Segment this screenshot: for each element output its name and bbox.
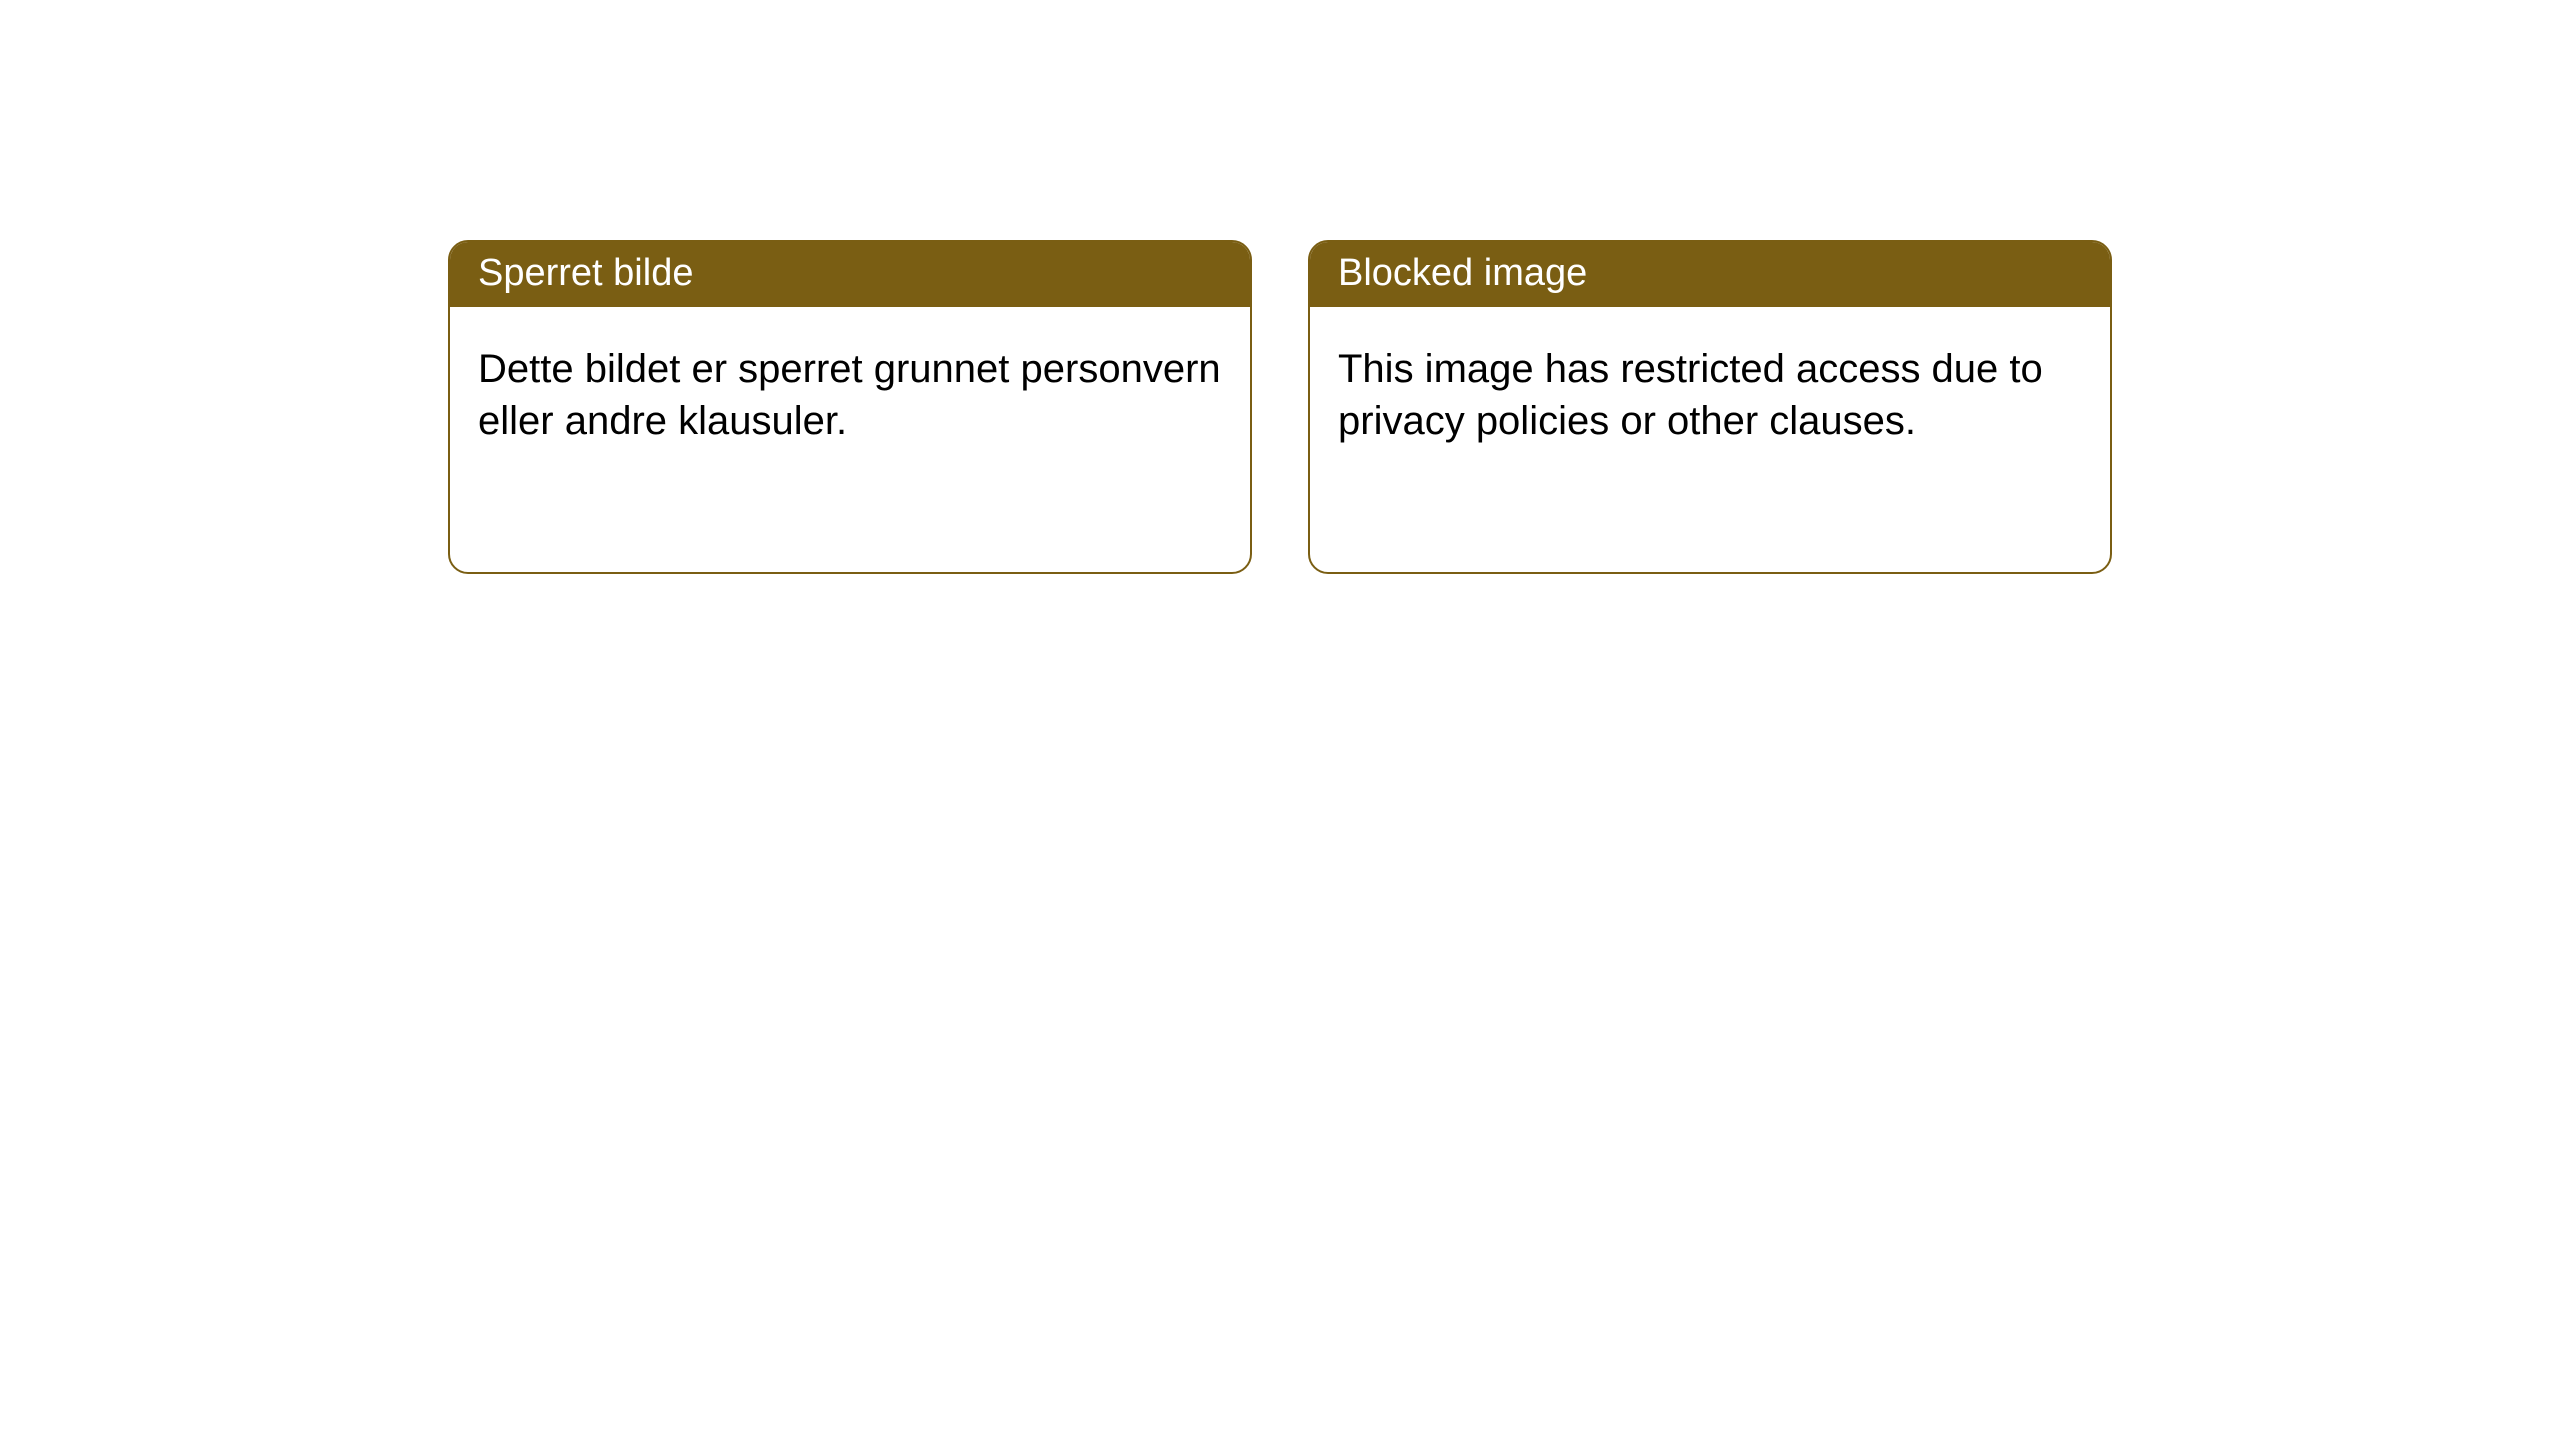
notice-card-title: Blocked image [1310, 242, 2110, 307]
notice-card-body: Dette bildet er sperret grunnet personve… [450, 307, 1250, 483]
notice-cards-container: Sperret bilde Dette bildet er sperret gr… [448, 240, 2112, 574]
notice-card-title: Sperret bilde [450, 242, 1250, 307]
notice-card-norwegian: Sperret bilde Dette bildet er sperret gr… [448, 240, 1252, 574]
notice-card-body: This image has restricted access due to … [1310, 307, 2110, 483]
notice-card-english: Blocked image This image has restricted … [1308, 240, 2112, 574]
